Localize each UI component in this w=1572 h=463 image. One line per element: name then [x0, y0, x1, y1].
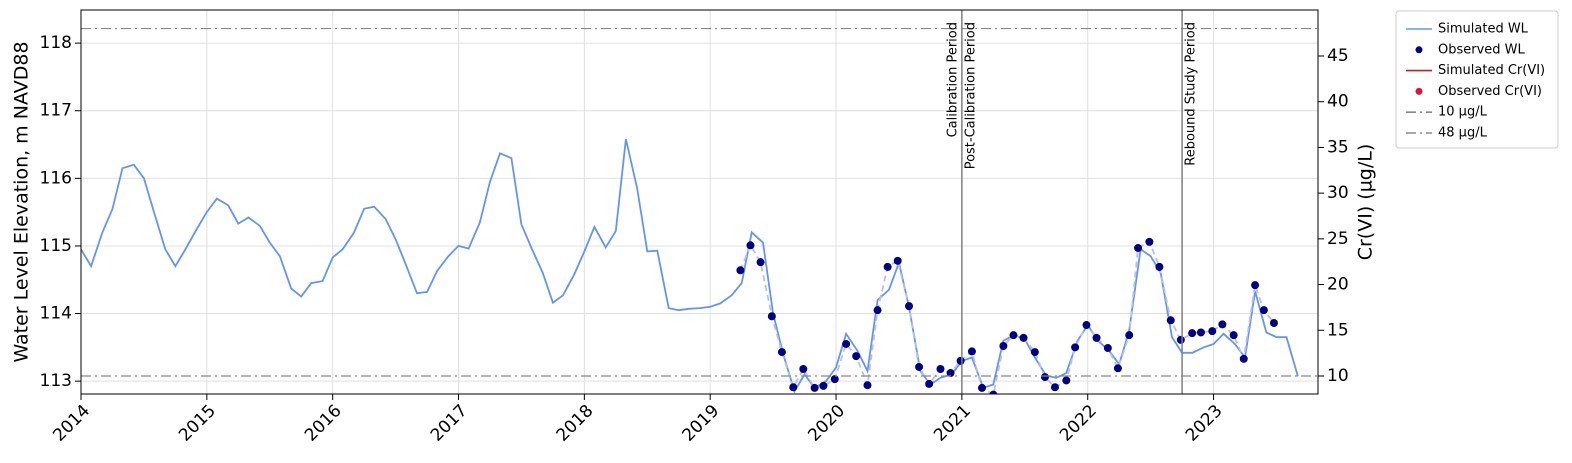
point [1125, 331, 1134, 340]
plot-area [81, 27, 1318, 394]
legend-label: Simulated Cr(VI) [1438, 63, 1545, 78]
connector-line [739, 240, 1275, 394]
point [1050, 383, 1059, 392]
point [1082, 321, 1091, 330]
legend-label: 10 µg/L [1438, 105, 1488, 120]
legend-label: Observed Cr(VI) [1438, 84, 1542, 99]
point [967, 347, 976, 356]
y2-axis-label: Cr(VI) (µg/L) [1355, 144, 1377, 261]
point [1188, 329, 1197, 338]
point [1030, 348, 1039, 357]
x-tick-label: 2023 [1182, 401, 1227, 446]
point [1092, 333, 1101, 342]
point [830, 375, 839, 384]
point [1009, 331, 1018, 340]
y-tick-label: 118 [40, 33, 72, 53]
point [767, 312, 776, 321]
point [905, 302, 914, 311]
point [1229, 331, 1238, 340]
point [989, 390, 998, 394]
point [1019, 333, 1028, 342]
point [946, 369, 955, 378]
point [999, 342, 1008, 350]
point [1176, 335, 1185, 344]
y2-tick-label: 10 [1327, 366, 1349, 386]
x-tick-label: 2019 [679, 401, 724, 446]
line [81, 138, 1299, 394]
point [873, 306, 882, 315]
point [746, 241, 755, 250]
y-tick-label: 113 [40, 371, 72, 391]
point [1145, 237, 1154, 246]
point [799, 364, 808, 373]
point [925, 379, 934, 388]
x-tick-label: 2020 [804, 401, 849, 446]
x-tick-label: 2016 [301, 401, 346, 446]
x-tick-label: 2021 [930, 401, 975, 446]
point [842, 339, 851, 348]
point [736, 266, 745, 275]
x-tick-label: 2022 [1056, 401, 1101, 446]
point [1196, 328, 1205, 337]
point [915, 362, 924, 371]
point [1040, 373, 1049, 382]
legend-marker [1415, 87, 1423, 95]
point [819, 381, 828, 390]
y-tick-label: 114 [40, 304, 72, 324]
y-tick-label: 115 [40, 236, 72, 256]
y2-tick-label: 20 [1327, 275, 1349, 295]
y2-tick-label: 45 [1327, 46, 1349, 66]
legend-box [1395, 10, 1559, 149]
y2-tick-label: 30 [1327, 183, 1349, 203]
point [1269, 319, 1278, 328]
point [1062, 376, 1071, 385]
period-label: Rebound Study Period [1184, 22, 1199, 166]
period-label: Calibration Period [945, 22, 960, 137]
point [978, 383, 987, 392]
y2-tick-label: 25 [1327, 229, 1349, 249]
point [852, 352, 861, 361]
y-tick-label: 117 [40, 101, 72, 121]
point [1134, 243, 1143, 252]
point [1103, 344, 1112, 353]
point [810, 383, 819, 392]
point [777, 348, 786, 357]
point [1218, 320, 1227, 329]
point [1071, 343, 1080, 352]
x-tick-label: 2014 [49, 401, 94, 446]
point [1239, 354, 1248, 363]
period-label: Post-Calibration Period [963, 22, 978, 169]
point [883, 262, 892, 271]
point [756, 258, 765, 267]
x-tick-label: 2015 [175, 401, 220, 446]
plot-frame [80, 9, 1319, 395]
y2-tick-label: 15 [1327, 320, 1349, 340]
point [893, 256, 902, 265]
x-tick-label: 2018 [553, 401, 598, 446]
y2-tick-label: 40 [1327, 92, 1349, 112]
point [1166, 316, 1175, 325]
x-tick-label: 2017 [427, 401, 472, 446]
point [936, 364, 945, 373]
point [789, 383, 798, 392]
legend-label: Observed WL [1438, 42, 1526, 57]
legend-label: 48 µg/L [1438, 126, 1488, 141]
point [956, 356, 965, 365]
legend-marker [1415, 46, 1423, 54]
point [1259, 306, 1268, 315]
point [863, 381, 872, 390]
y-axis-label: Water Level Elevation, m NAVD88 [11, 41, 33, 362]
point [1155, 262, 1164, 271]
y2-tick-label: 35 [1327, 137, 1349, 157]
legend-label: Simulated WL [1438, 22, 1529, 37]
point [1113, 364, 1122, 373]
point [1251, 281, 1260, 290]
y-tick-label: 116 [40, 168, 72, 188]
point [1208, 327, 1217, 336]
